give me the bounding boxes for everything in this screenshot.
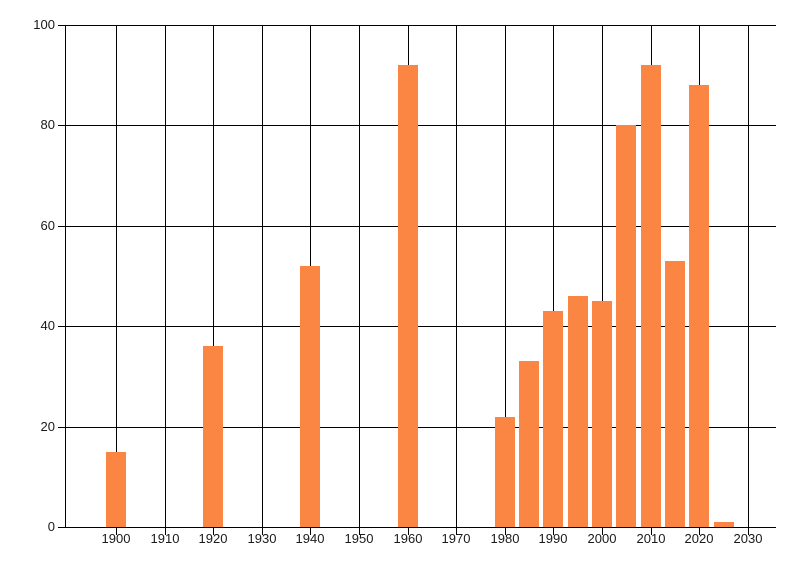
y-gridline [58,25,776,26]
bar [714,522,734,527]
bar [106,452,126,527]
y-tick-label: 20 [40,419,55,434]
bar [689,85,709,527]
x-gridline [262,25,263,535]
bar [616,125,636,527]
bar [665,261,685,527]
x-gridline [456,25,457,535]
x-tick-label: 2010 [636,531,666,546]
x-gridline [553,25,554,535]
x-tick-label: 1950 [344,531,374,546]
bar [300,266,320,527]
x-tick-label: 1970 [441,531,471,546]
x-gridline [505,25,506,535]
x-axis [65,527,776,528]
x-tick-label: 1960 [393,531,423,546]
x-tick-label: 1900 [101,531,131,546]
bar [519,361,539,527]
bar [568,296,588,527]
x-gridline [116,25,117,535]
y-tick-label: 80 [40,117,55,132]
x-gridline [602,25,603,535]
bar [641,65,661,527]
x-tick-label: 1980 [490,531,520,546]
y-tick-label: 60 [40,218,55,233]
bar [543,311,563,527]
bar [203,346,223,527]
x-tick-label: 1930 [247,531,277,546]
x-gridline [165,25,166,535]
x-tick-label: 1910 [150,531,180,546]
x-tick-label: 1990 [538,531,568,546]
bar [495,417,515,527]
y-axis [65,25,66,527]
y-tick-label: 0 [47,519,55,534]
x-gridline [359,25,360,535]
x-gridline [748,25,749,535]
y-tick-label: 100 [33,17,55,32]
x-tick-label: 2000 [587,531,617,546]
bar [398,65,418,527]
x-tick-label: 2030 [733,531,763,546]
bar [592,301,612,527]
x-tick-label: 1940 [295,531,325,546]
x-gridline [213,25,214,535]
y-tick-label: 40 [40,318,55,333]
x-tick-label: 1920 [198,531,228,546]
x-tick-label: 2020 [684,531,714,546]
